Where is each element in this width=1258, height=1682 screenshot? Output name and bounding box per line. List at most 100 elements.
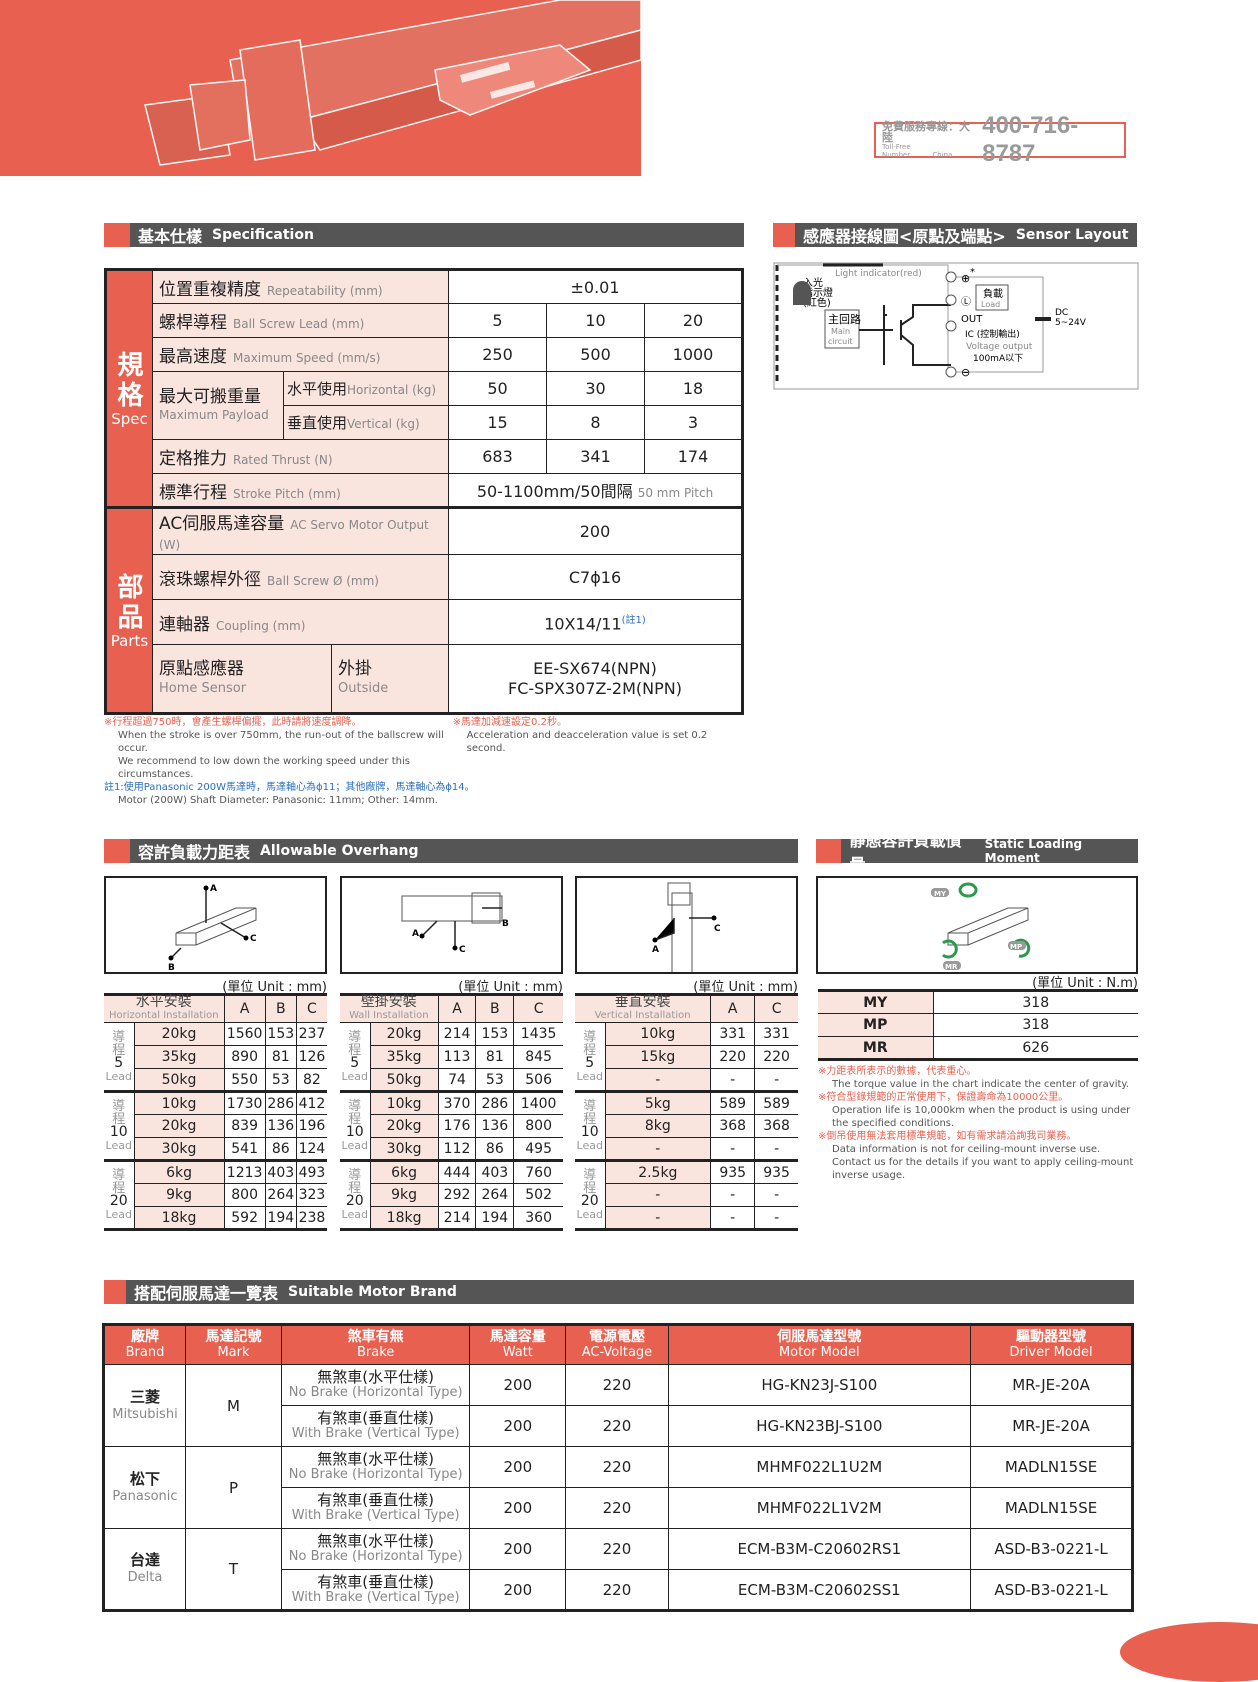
value-cell: 331 [710,1022,756,1046]
table-row: 9kg 800 264 323 [104,1183,327,1207]
parts-side-label: 部品 Parts [105,507,153,714]
value-cell: 74 [437,1068,477,1092]
value-cell: 237 [295,1022,327,1046]
value-cell: 81 [264,1045,297,1069]
note-zh: ※倒吊使用無法套用標準規範，如有需求請洽詢我司業務。 [818,1131,1077,1142]
static-unit: (單位 Unit : N.m) [1032,976,1138,991]
spec-row-thrust: 定格推力 Rated Thrust (N) 683 341 174 [106,439,743,474]
note-zh: ※力距表所表示的數據，代表重心。 [818,1066,977,1077]
svg-text:A: A [652,945,659,955]
value-cell: 286 [264,1091,297,1115]
spec-notes: ※行程超過750時，會產生螺桿偏擺，此時請將速度調降。 When the str… [104,717,708,806]
watt-cell: 200 [469,1364,567,1406]
table-row: 導程 20 Lead 2.5kg 935 935 [575,1160,798,1230]
svg-text:負載: 負載 [983,288,1003,300]
value-cell: - [754,1137,798,1161]
column-header: 電源電壓 AC-Voltage [565,1324,669,1365]
brand-cell: 三菱 Mitsubishi [103,1364,186,1447]
value-cell: 1435 [513,1022,563,1046]
spec-row-screw: 滾珠螺桿外徑 Ball Screw Ø (mm) C7ϕ16 [106,554,743,600]
installation-type: 壁掛安裝 Wall Installation [340,994,439,1023]
load-cell: 50kg [133,1068,225,1092]
load-cell: 35kg [369,1045,439,1069]
value-cell: 264 [264,1183,297,1207]
installation-type: 水平安裝 Horizontal Installation [104,994,225,1023]
value-cell: - [754,1183,798,1207]
value-cell: 112 [437,1137,477,1161]
load-cell: 20kg [133,1114,225,1138]
value-cell: 589 [754,1091,798,1115]
svg-text:OUT: OUT [961,314,983,325]
table-row: 導程 10 Lead 10kg 1730 286 412 [104,1091,327,1161]
svg-text:circuit: circuit [828,337,853,346]
table-row: 30kg 541 86 124 [104,1137,327,1161]
value-cell: 238 [295,1206,327,1230]
column-header: C [754,994,798,1023]
spec-row-payload-vertical: 垂直使用Vertical (kg) 15 8 3 [106,405,743,440]
svg-text:⊕: ⊕ [961,272,970,285]
table-row: 有煞車(垂直仕樣) With Brake (Vertical Type) 200 22… [104,1569,1133,1611]
column-header: 驅動器型號 Driver Model [970,1324,1133,1365]
value-cell: 286 [475,1091,515,1115]
value-cell: 220 [754,1045,798,1069]
table-row: 35kg 113 81 845 [340,1045,563,1069]
table-row: 導程 10 Lead 10kg 370 286 1400 [340,1091,563,1161]
value-cell: 890 [223,1045,266,1069]
table-row: 導程 5 Lead 20kg 1560 153 237 [104,1022,327,1092]
brake-cell: 無煞車(水平仕樣) No Brake (Horizontal Type) [281,1528,471,1570]
svg-text:Light indicator(red): Light indicator(red) [835,269,922,279]
table-row: 20kg 176 136 800 [340,1114,563,1138]
lead-label: 導程 10 Lead [575,1091,606,1161]
table-row: 導程 5 Lead 20kg 214 153 1435 [340,1022,563,1092]
value-cell: 126 [295,1045,327,1069]
spec-row-lead: 螺桿導程 Ball Screw Lead (mm) 5 10 20 [106,303,743,338]
table-row: --- [575,1206,798,1230]
motor-section-header: 搭配伺服馬達一覽表 Suitable Motor Brand [104,1280,1134,1304]
value-cell: 194 [264,1206,297,1230]
value-cell: 194 [475,1206,515,1230]
static-moment-table: MY 318 MP 318 MR 626 [818,989,1138,1061]
static-row: MP 318 [818,1013,1138,1037]
watt-cell: 200 [469,1569,567,1611]
svg-text:C: C [459,945,466,955]
svg-text:⊖: ⊖ [961,366,970,379]
value-cell: 264 [475,1183,515,1207]
brake-cell: 有煞車(垂直仕樣) With Brake (Vertical Type) [281,1569,471,1611]
load-cell: 18kg [133,1206,225,1230]
note-zh: ※符合型錄規範的正常使用下，保證壽命為10000公里。 [818,1092,1069,1103]
brake-cell: 無煞車(水平仕樣) No Brake (Horizontal Type) [281,1364,471,1406]
value-cell: - [710,1137,756,1161]
spec-title-en: Specification [212,227,314,243]
column-header: 伺服馬達型號 Motor Model [667,1324,972,1365]
table-row: 三菱 Mitsubishi M 無煞車(水平仕樣) No Brake (Horizont… [103,1364,1133,1447]
spec-row-payload-horizontal: 最大可搬重量 Maximum Payload 水平使用Horizontal (kg… [106,371,743,440]
load-cell: - [604,1206,712,1230]
column-header: A [437,994,477,1023]
value-cell: - [754,1068,798,1092]
table-row: 9kg 292 264 502 [340,1183,563,1207]
value-cell: 1213 [223,1160,266,1184]
svg-text:MY: MY [934,890,947,898]
spec-section-header: 基本仕樣 Specification [104,223,744,247]
load-cell: 10kg [133,1091,225,1115]
load-cell: 10kg [604,1022,712,1046]
column-header: 馬達容量 Watt [469,1324,567,1365]
lead-label: 導程 20 Lead [104,1160,135,1230]
footnote-ref: (註1) [621,614,646,626]
table-row: --- [575,1068,798,1092]
driver-cell: ASD-B3-0221-L [970,1569,1133,1611]
load-cell: 15kg [604,1045,712,1069]
watt-cell: 200 [469,1405,567,1447]
value-cell: 839 [223,1114,266,1138]
static-section-header: 靜態容許負載慣量 Static Loading Moment [816,831,1138,874]
load-cell: - [604,1137,712,1161]
mark-cell: T [184,1528,283,1611]
watt-cell: 200 [469,1487,567,1529]
lead-label: 導程 5 Lead [575,1022,606,1092]
volt-cell: 220 [565,1446,669,1488]
table-row: --- [575,1137,798,1161]
spec-row-speed: 最高速度 Maximum Speed (mm/s) 250 500 1000 [106,337,743,372]
note-en: Data information is not for ceiling-moun… [832,1144,1134,1181]
value-cell: 403 [475,1160,515,1184]
